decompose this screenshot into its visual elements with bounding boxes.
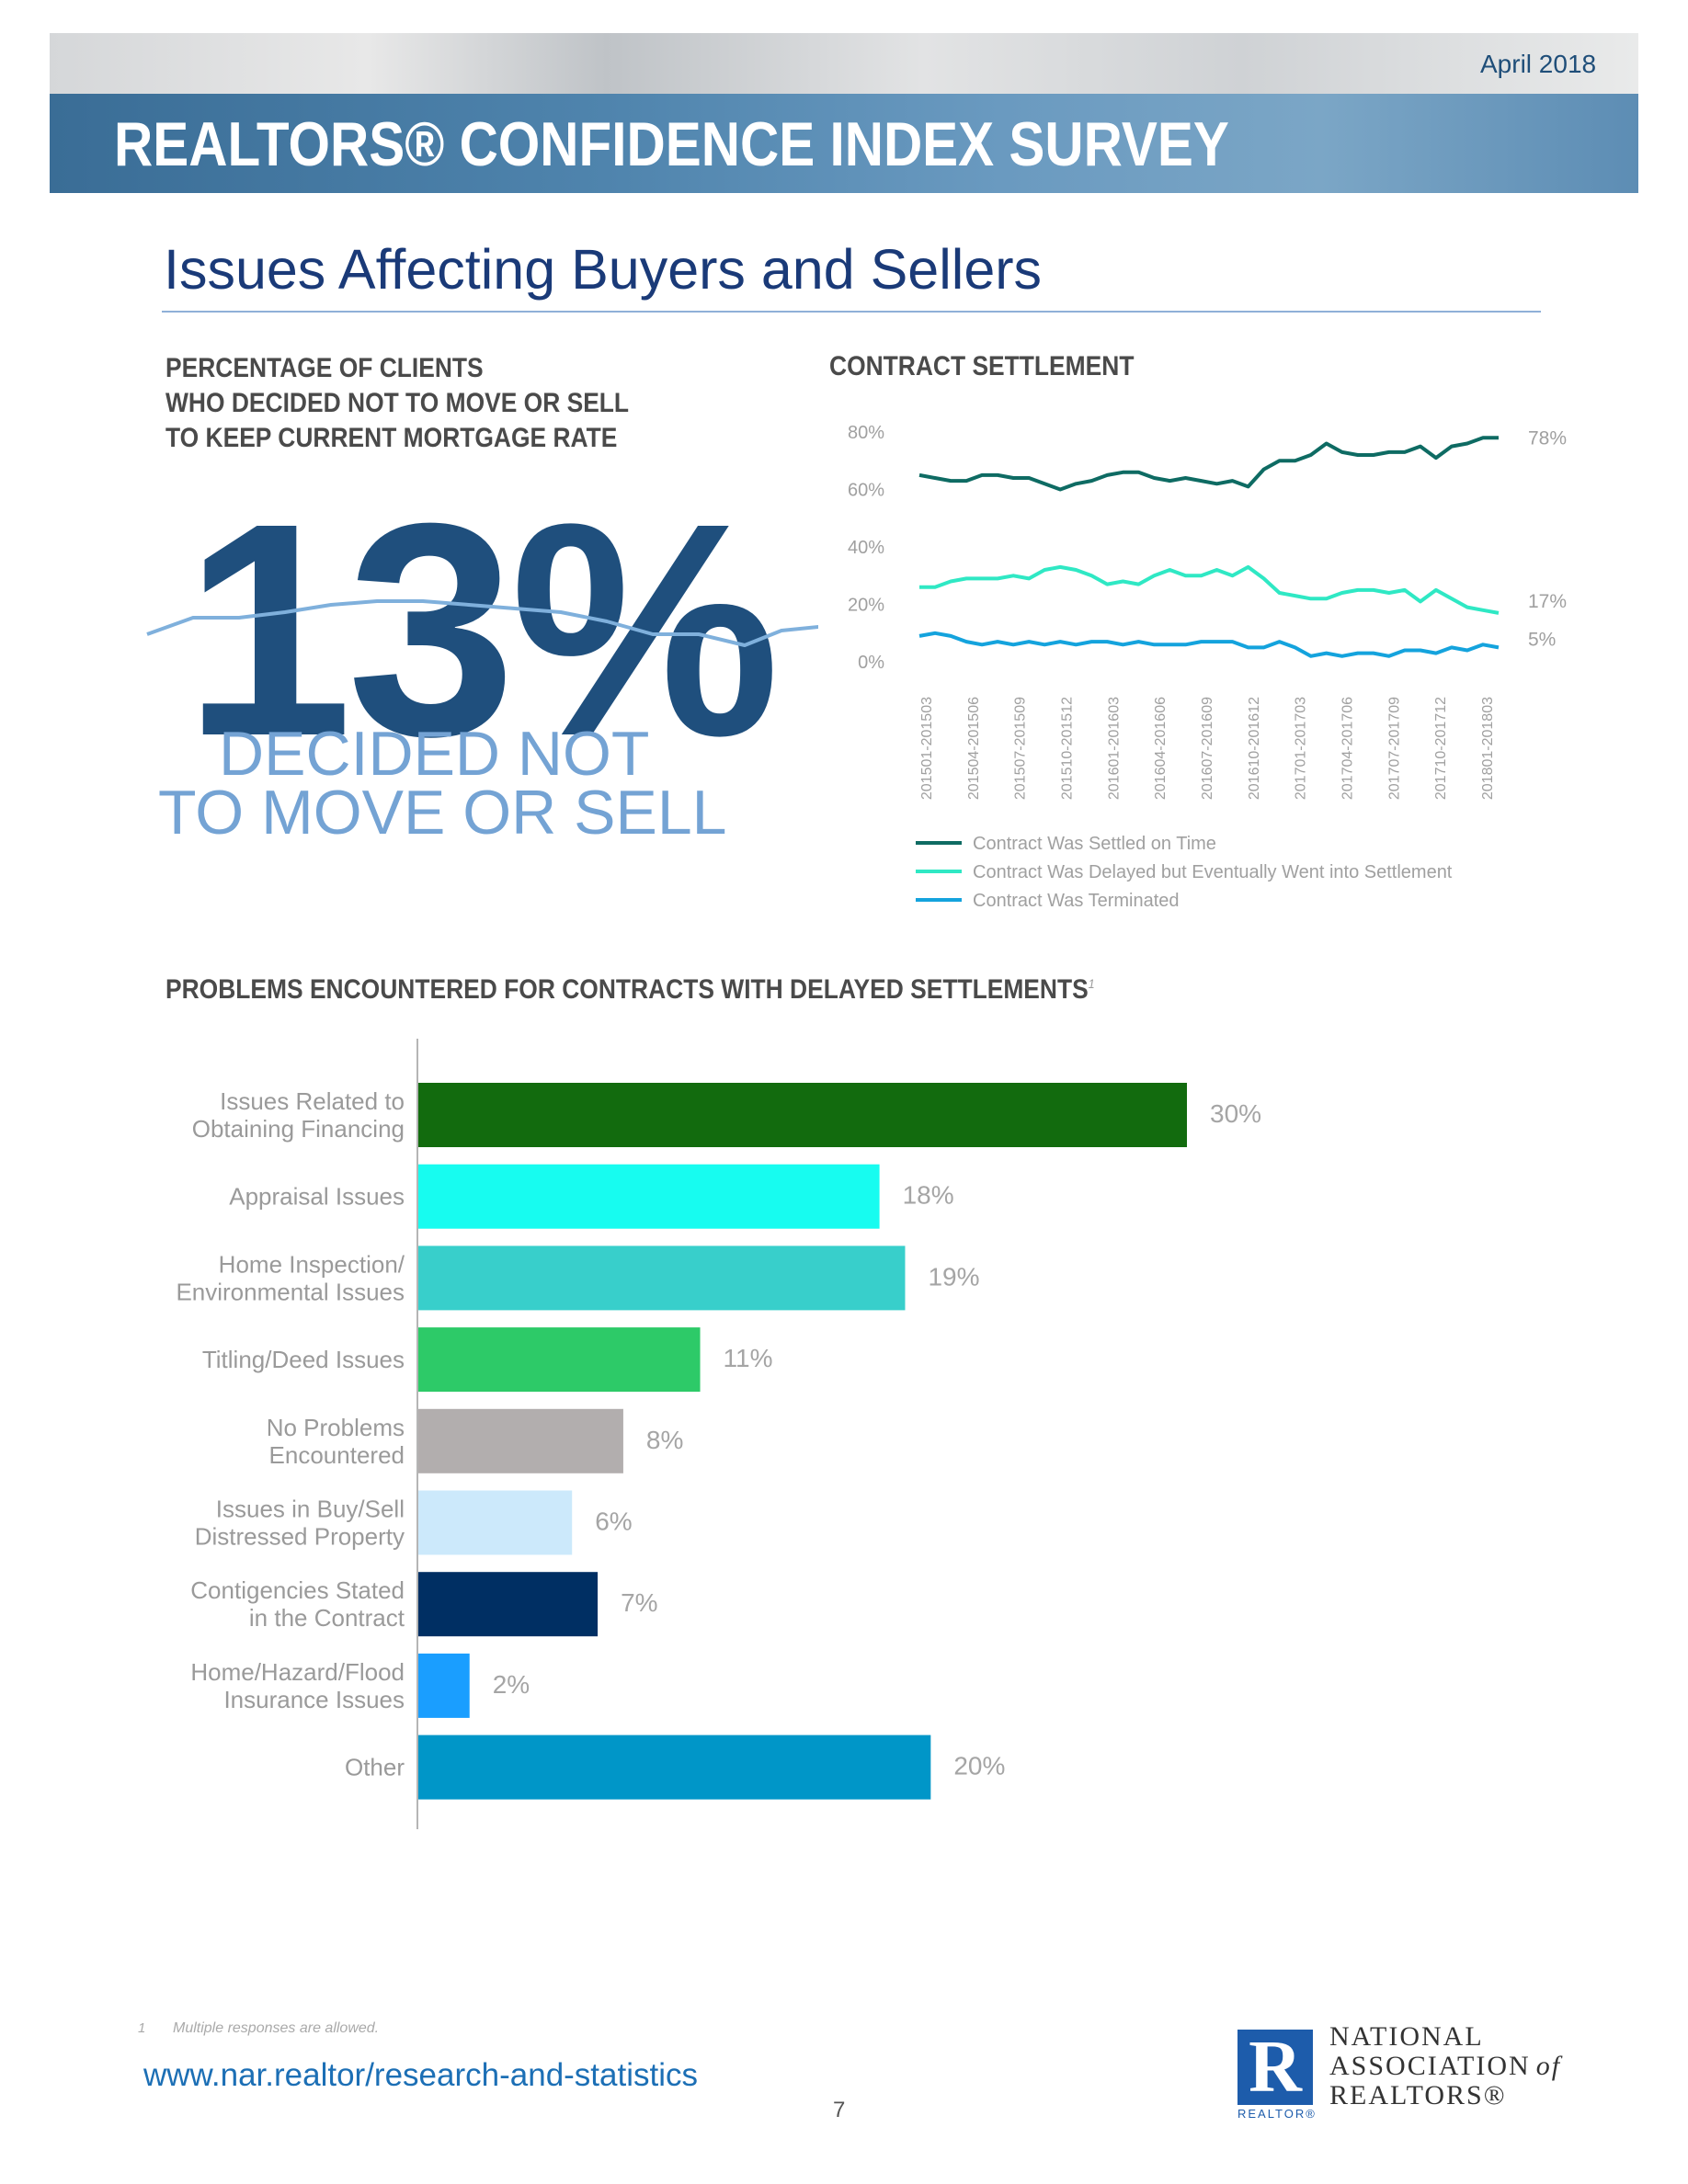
nar-wordmark: NATIONAL ASSOCIATION of REALTORS® xyxy=(1329,2022,1561,2110)
bar-category-label: Other xyxy=(345,1754,405,1781)
x-tick-label: 201504-201506 xyxy=(966,697,982,800)
footer-url-link[interactable]: www.nar.realtor/research-and-statistics xyxy=(143,2057,698,2093)
bar-category-label: Appraisal Issues xyxy=(229,1183,405,1211)
bar-value-label: 18% xyxy=(903,1181,954,1210)
banner-photo xyxy=(50,33,1638,94)
bar-chart-heading: PROBLEMS ENCOUNTERED FOR CONTRACTS WITH … xyxy=(165,974,1095,1006)
bar xyxy=(418,1164,880,1229)
legend-label: Contract Was Delayed but Eventually Went… xyxy=(973,862,1453,882)
bar-value-label: 8% xyxy=(646,1426,683,1454)
stat-caption-line-2: TO MOVE OR SELL xyxy=(158,778,727,847)
x-tick-label: 201510-201512 xyxy=(1060,697,1076,800)
stat-caption-line-1: DECIDED NOT xyxy=(219,719,650,789)
bar-category-label: Obtaining Financing xyxy=(192,1115,405,1143)
contract-chart-heading: CONTRACT SETTLEMENT xyxy=(829,351,1135,381)
x-tick-label: 201507-201509 xyxy=(1013,697,1029,800)
stat-value: 13% xyxy=(184,460,780,799)
bar-value-label: 2% xyxy=(493,1670,530,1699)
bar-category-label: Home/Hazard/Flood xyxy=(190,1658,405,1686)
bar-category-label: Distressed Property xyxy=(195,1523,405,1551)
bar xyxy=(418,1083,1187,1147)
x-tick-label: 201501-201503 xyxy=(919,697,935,800)
bar-category-label: Titling/Deed Issues xyxy=(202,1346,405,1373)
series-line-3 xyxy=(918,631,1500,658)
bar-category-label: in the Contract xyxy=(249,1604,405,1632)
x-tick-label: 201604-201606 xyxy=(1153,697,1169,800)
x-tick-label: 201801-201803 xyxy=(1480,697,1496,800)
bar-value-label: 7% xyxy=(621,1588,657,1617)
x-tick-label: 201610-201612 xyxy=(1247,697,1262,800)
series-end-label: 78% xyxy=(1528,427,1567,449)
bar xyxy=(418,1408,623,1473)
bar xyxy=(418,1572,599,1637)
bar xyxy=(418,1735,931,1800)
stat-heading-line-1: PERCENTAGE OF CLIENTS xyxy=(165,353,484,383)
contract-settlement-chart: 80% 60% 40% 20% 0% 78% 17% 5% 201501-201503 20150… xyxy=(848,423,1567,911)
nar-line-2-text: ASSOCIATION xyxy=(1329,2051,1531,2081)
legend-label: Contract Was Terminated xyxy=(973,891,1180,911)
nar-line-2: ASSOCIATION of xyxy=(1329,2052,1561,2081)
bar xyxy=(418,1327,701,1393)
banner-title: REALTORS® CONFIDENCE INDEX SURVEY xyxy=(114,109,1229,179)
footnote-marker: 1 xyxy=(1088,976,1095,991)
realtor-logo: R xyxy=(1237,2030,1313,2105)
bar-category-label: Insurance Issues xyxy=(223,1686,405,1713)
series-line-2 xyxy=(919,564,1500,615)
bar-category-label: Issues in Buy/Sell xyxy=(216,1496,405,1523)
x-tick-label: 201704-201706 xyxy=(1340,697,1356,800)
bar-category-label: No Problems xyxy=(267,1414,405,1441)
realtor-logo-letter: R xyxy=(1249,2027,1302,2108)
bar-category-label: Home Inspection/ xyxy=(219,1250,405,1278)
legend-label: Contract Was Settled on Time xyxy=(973,834,1216,854)
series-line-1 xyxy=(918,436,1499,492)
stat-decor-line xyxy=(146,599,818,647)
x-tick-label: 201607-201609 xyxy=(1200,697,1215,800)
bar-category-label: Encountered xyxy=(269,1441,405,1469)
bar-category-label: Issues Related to xyxy=(220,1087,405,1115)
series-end-label: 5% xyxy=(1528,629,1556,650)
nar-of: of xyxy=(1535,2051,1562,2081)
header-banner xyxy=(50,33,1638,193)
realtor-logo-caption: REALTOR® xyxy=(1237,2107,1317,2121)
bar xyxy=(418,1653,470,1718)
page-number: 7 xyxy=(833,2098,846,2122)
y-tick-label: 20% xyxy=(848,596,884,616)
y-tick-label: 80% xyxy=(848,423,884,443)
footnote-text: Multiple responses are allowed. xyxy=(173,2020,380,2036)
nar-line-1: NATIONAL xyxy=(1329,2021,1484,2052)
y-tick-label: 40% xyxy=(848,538,884,558)
bar-value-label: 20% xyxy=(953,1752,1005,1780)
banner-bar xyxy=(50,94,1638,193)
bar-value-label: 6% xyxy=(595,1507,632,1536)
bar-category-label: Environmental Issues xyxy=(176,1278,405,1305)
footnote-number: 1 xyxy=(138,2020,146,2036)
x-tick-label: 201601-201603 xyxy=(1106,697,1122,800)
bar-value-label: 11% xyxy=(724,1344,773,1372)
bar-chart-heading-text: PROBLEMS ENCOUNTERED FOR CONTRACTS WITH … xyxy=(165,974,1089,1005)
y-tick-label: 60% xyxy=(848,481,884,501)
bar-value-label: 19% xyxy=(928,1262,979,1291)
report-date: April 2018 xyxy=(1480,50,1597,78)
bar xyxy=(418,1246,906,1311)
title-divider xyxy=(162,311,1541,313)
x-tick-label: 201701-201703 xyxy=(1294,697,1309,800)
bar xyxy=(418,1490,573,1555)
x-tick-label: 201707-201709 xyxy=(1386,697,1402,800)
stat-heading-line-3: TO KEEP CURRENT MORTGAGE RATE xyxy=(165,423,618,453)
stat-heading-line-2: WHO DECIDED NOT TO MOVE OR SELL xyxy=(165,388,630,418)
nar-line-3: REALTORS® xyxy=(1329,2080,1507,2110)
bar-category-label: Contigencies Stated xyxy=(190,1576,405,1604)
bar-value-label: 30% xyxy=(1210,1099,1261,1128)
y-tick-label: 0% xyxy=(858,653,884,673)
page-title: Issues Affecting Buyers and Sellers xyxy=(164,238,1043,301)
x-tick-label: 201710-201712 xyxy=(1433,697,1449,800)
series-end-label: 17% xyxy=(1528,591,1567,612)
